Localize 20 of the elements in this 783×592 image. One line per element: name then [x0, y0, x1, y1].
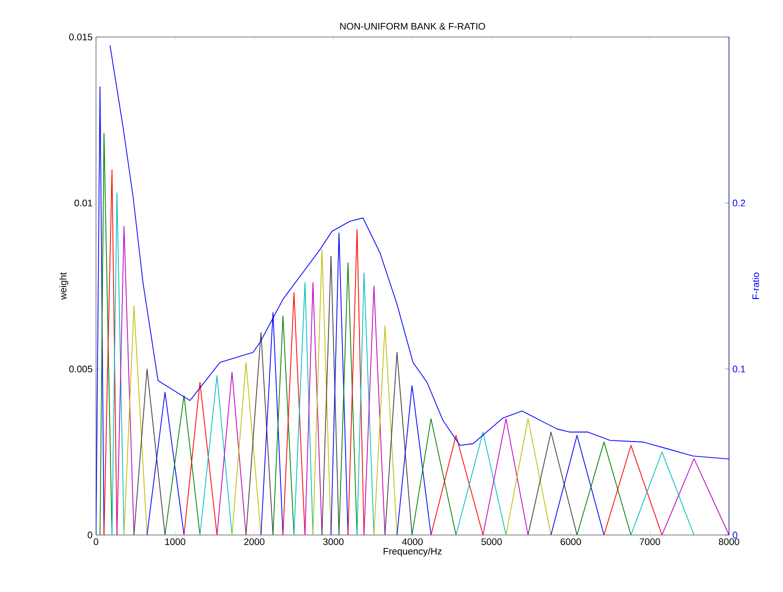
y-tick-label: 0.015	[69, 34, 92, 40]
y-tick-label: 0.01	[74, 200, 92, 206]
x-tick-label: 3000	[323, 538, 344, 546]
x-axis-title: Frequency/Hz	[384, 548, 442, 556]
x-tick-label: 4000	[402, 538, 423, 546]
chart-title: NON-UNIFORM BANK & F-RATIO	[340, 22, 486, 30]
y-tick-label: 0	[88, 532, 92, 538]
x-tick-label: 0	[94, 538, 98, 546]
x-tick-label: 1000	[165, 538, 186, 546]
x-tick-label: 8000	[718, 538, 740, 546]
y2-tick-label: 0.2	[732, 200, 746, 206]
y2-axis-title: F-ratio	[752, 272, 760, 299]
y2-tick-label: 0.1	[732, 366, 746, 372]
x-tick-label: 5000	[481, 538, 502, 546]
x-tick-label: 6000	[560, 538, 581, 546]
x-tick-label: 2000	[244, 538, 264, 546]
y-axis-title: weight	[59, 272, 68, 300]
x-tick-label: 7000	[640, 538, 660, 546]
y-tick-label: 0.005	[69, 366, 92, 372]
y2-tick-label: 0	[732, 532, 738, 538]
